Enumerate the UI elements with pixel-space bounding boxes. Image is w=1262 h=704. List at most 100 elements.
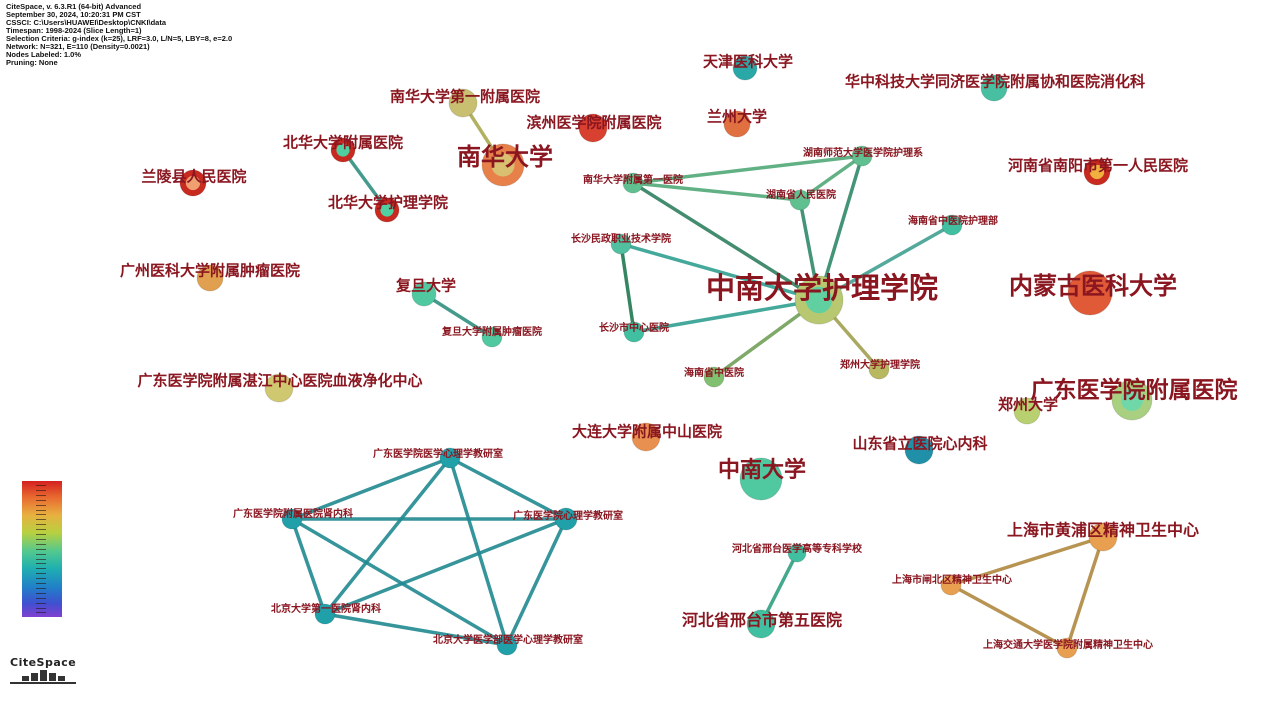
node-label: 海南省中医院 <box>684 366 744 379</box>
legend-tick <box>36 587 46 589</box>
node[interactable] <box>264 373 294 403</box>
node-label: 复旦大学 <box>395 277 456 295</box>
edge <box>423 292 493 339</box>
node-label: 长沙民政职业技术学院 <box>571 232 671 245</box>
edge <box>324 612 508 647</box>
info-line: September 30, 2024, 10:20:31 PM CST <box>6 10 141 19</box>
node-inner-ring <box>185 175 201 191</box>
node[interactable] <box>732 55 758 81</box>
node-label: 广东医学院附属医院 <box>1031 377 1238 404</box>
node[interactable] <box>196 264 224 292</box>
edge <box>632 154 863 185</box>
legend-tick <box>36 519 46 521</box>
edge <box>291 456 451 521</box>
node-label: 中南大学护理学院 <box>706 271 938 305</box>
legend-tick <box>36 558 46 560</box>
node[interactable] <box>868 358 890 380</box>
node[interactable] <box>411 281 437 307</box>
node-label: 复旦大学附属肿瘤医院 <box>441 325 542 338</box>
node-label: 山东省立医院心内科 <box>852 435 987 453</box>
info-line: CSSCI: C:\Users\HUAWEI\Desktop\CNKI\data <box>6 18 167 27</box>
node[interactable] <box>631 422 661 452</box>
node[interactable] <box>1088 522 1118 552</box>
legend-tick <box>36 529 46 531</box>
node[interactable] <box>1013 397 1041 425</box>
node[interactable] <box>610 233 632 255</box>
node[interactable] <box>622 172 644 194</box>
node[interactable] <box>980 74 1008 102</box>
node[interactable] <box>940 574 962 596</box>
node-label: 郑州大学护理学院 <box>840 358 920 371</box>
legend-tick <box>36 578 46 580</box>
legend-tick <box>36 489 46 491</box>
logo-bars-icon <box>10 669 76 681</box>
node[interactable] <box>904 435 934 465</box>
edge <box>619 243 636 333</box>
node[interactable] <box>448 88 478 118</box>
node-label: 河北省邢台市第五医院 <box>682 611 842 630</box>
legend-tick <box>36 597 46 599</box>
legend-tick <box>36 592 46 594</box>
node[interactable] <box>703 366 725 388</box>
node[interactable] <box>851 145 873 167</box>
legend-tick <box>36 499 46 501</box>
edge <box>798 154 864 202</box>
node-label: 长沙市中心医院 <box>599 321 669 334</box>
node-label: 天津医科大学 <box>703 53 793 71</box>
edge <box>620 242 820 302</box>
node-label: 大连大学附属中山医院 <box>572 423 722 441</box>
edge <box>632 181 801 202</box>
info-line: Nodes Labeled: 1.0% <box>6 50 82 59</box>
legend-tick <box>36 602 46 604</box>
node-label: 南华大学第一附属医院 <box>390 88 540 106</box>
legend-tick <box>36 524 46 526</box>
edge <box>950 583 1068 650</box>
node-label: 湖南省人民医院 <box>766 188 836 201</box>
node-label: 兰陵县人民医院 <box>141 168 246 186</box>
node[interactable] <box>314 603 336 625</box>
legend-tick <box>36 583 46 584</box>
edge <box>449 456 567 521</box>
node[interactable] <box>789 189 811 211</box>
node[interactable] <box>941 214 963 236</box>
node[interactable] <box>554 507 578 531</box>
node[interactable] <box>496 634 518 656</box>
node-label: 北华大学护理学院 <box>328 194 448 212</box>
node-label: 华中科技大学同济医学院附属协和医院消化科 <box>845 73 1145 91</box>
edge <box>950 535 1104 587</box>
node[interactable] <box>739 457 783 501</box>
node[interactable] <box>439 447 461 469</box>
legend-tick <box>36 538 46 540</box>
node-inner-ring <box>1089 164 1105 180</box>
node-label: 南华大学 <box>457 143 553 171</box>
node[interactable] <box>1056 637 1078 659</box>
legend-tick <box>36 563 46 565</box>
node[interactable] <box>787 543 807 563</box>
info-line: CiteSpace, v. 6.3.R1 (64-bit) Advanced <box>6 2 142 11</box>
node-label: 南华大学附属第一医院 <box>583 173 683 186</box>
node[interactable] <box>1067 270 1113 316</box>
legend-tick <box>36 543 46 545</box>
legend-tick <box>36 504 46 506</box>
node-inner-ring <box>380 203 394 217</box>
legend-tick <box>36 509 46 511</box>
edge <box>505 518 568 646</box>
legend-tick <box>36 607 46 609</box>
node-label: 滨州医学院附属医院 <box>526 114 661 132</box>
node-label: 广东医学院医学心理学教研室 <box>373 447 503 460</box>
node-label: 兰州大学 <box>707 108 767 126</box>
node-label: 上海交通大学医学院附属精神卫生中心 <box>983 638 1153 651</box>
node-label: 郑州大学 <box>998 396 1058 414</box>
node-label: 湖南师范大学医学院护理系 <box>803 146 923 159</box>
edge <box>817 155 864 301</box>
node[interactable] <box>481 326 503 348</box>
node-label: 北京大学医学部医学心理学教研室 <box>433 633 583 646</box>
node[interactable] <box>281 508 303 530</box>
edge <box>291 517 508 647</box>
node[interactable] <box>623 321 645 343</box>
node[interactable] <box>578 113 608 143</box>
node[interactable] <box>746 609 776 639</box>
node[interactable] <box>723 110 751 138</box>
legend-tick <box>36 548 46 550</box>
